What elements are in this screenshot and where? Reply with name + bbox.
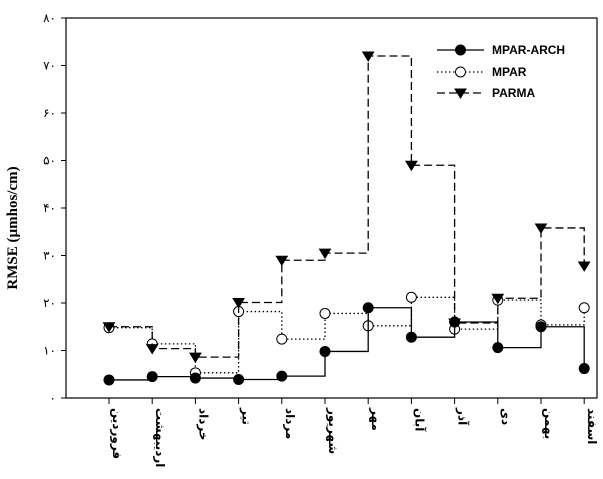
data-point-mpar-arch — [276, 370, 288, 382]
legend-label-mpar-arch: MPAR-ARCH — [492, 43, 565, 57]
y-tick-label: ١٠ — [43, 344, 56, 358]
y-tick-label: ۴٠ — [43, 201, 56, 215]
x-tick-label: بهمن — [542, 408, 556, 439]
data-point-mpar — [319, 307, 331, 319]
data-point-parma — [232, 298, 245, 309]
x-tick-label: خرداد — [196, 408, 210, 441]
legend-label-parma: PARMA — [492, 86, 535, 100]
series-line-mpar-arch — [109, 307, 585, 381]
data-point-parma — [534, 223, 548, 234]
data-point-parma — [102, 322, 116, 333]
data-point-parma — [577, 261, 591, 272]
y-tick-label: ٨٠ — [43, 11, 56, 25]
series-line-parma — [109, 55, 585, 358]
x-tick-label: فروردین — [109, 408, 124, 459]
data-point-mpar-arch — [233, 373, 245, 385]
data-point-mpar-arch — [362, 302, 374, 314]
data-point-parma — [405, 160, 418, 172]
y-tick-label: ٧٠ — [43, 59, 56, 73]
data-point-parma — [189, 352, 202, 364]
legend-marker-parma — [454, 88, 467, 99]
x-tick-label: شهریور — [325, 407, 340, 454]
data-point-mpar-arch — [405, 331, 417, 343]
legend-marker-mpar — [455, 66, 466, 78]
data-point-mpar-arch — [578, 363, 590, 375]
data-point-mpar — [276, 333, 288, 345]
series-mpar-arch — [103, 302, 590, 386]
data-point-parma — [491, 293, 505, 305]
data-point-mpar-arch — [189, 372, 201, 384]
data-point-mpar-arch — [535, 321, 547, 333]
x-tick-label: اردیبهشت — [153, 408, 167, 467]
series-parma — [102, 51, 591, 364]
data-point-mpar — [578, 302, 590, 314]
data-point-parma — [275, 255, 289, 267]
x-tick-label: مهر — [369, 407, 383, 431]
series-mpar — [103, 291, 590, 379]
data-point-mpar — [405, 291, 417, 303]
series-line-mpar — [109, 296, 585, 374]
y-axis-label: RMSE (µmhos/cm) — [5, 166, 21, 289]
y-tick-label: ٣٠ — [43, 249, 56, 263]
x-tick-label: مرداد — [283, 408, 297, 439]
legend-marker-mpar-arch — [455, 44, 466, 56]
axes: ٠ ١٠ ٢٠ ٣٠ ۴٠ ۵٠ ۶٠ ٧٠ ٨٠ فروردین اردیبهشت خرداد تیر… — [43, 11, 599, 467]
x-tick-label: آبان — [412, 408, 427, 432]
data-point-mpar-arch — [319, 345, 331, 357]
y-tick-label: ٢٠ — [43, 296, 56, 310]
legend: MPAR-ARCH MPAR PARMA — [437, 43, 565, 100]
data-point-mpar-arch — [449, 316, 461, 328]
y-tick-label: ۶٠ — [43, 106, 56, 120]
data-point-parma — [145, 344, 159, 355]
y-tick-label: ٠ — [50, 391, 56, 405]
x-tick-label: آذر — [456, 407, 471, 426]
series-layer — [102, 51, 591, 386]
data-point-parma — [361, 51, 375, 62]
data-point-parma — [318, 248, 332, 260]
legend-label-mpar: MPAR — [492, 65, 527, 79]
x-tick-label: اسفند — [585, 408, 599, 444]
y-tick-label: ۵٠ — [43, 154, 56, 168]
data-point-mpar-arch — [146, 371, 158, 383]
x-tick-label: دی — [499, 408, 513, 425]
data-point-mpar-arch — [492, 342, 504, 354]
x-tick-label: تیر — [240, 407, 254, 425]
data-point-mpar-arch — [103, 374, 115, 386]
